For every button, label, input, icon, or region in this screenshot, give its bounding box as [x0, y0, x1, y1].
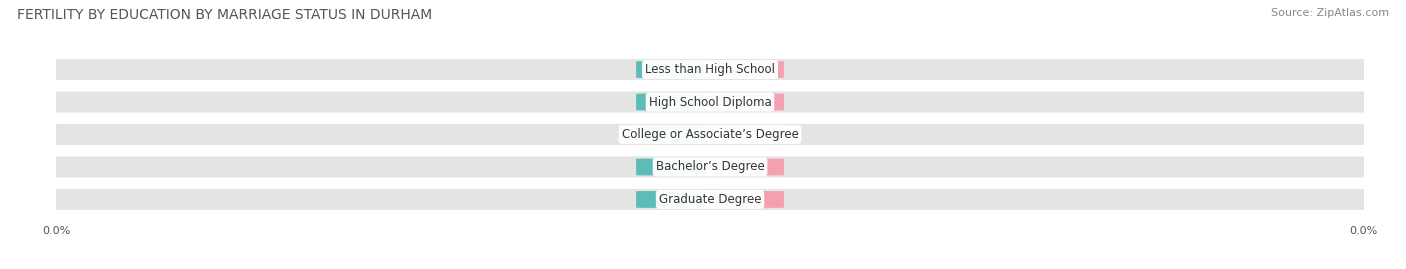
FancyBboxPatch shape: [53, 157, 1367, 178]
Text: Bachelor’s Degree: Bachelor’s Degree: [655, 161, 765, 174]
FancyBboxPatch shape: [714, 126, 785, 143]
FancyBboxPatch shape: [636, 191, 706, 208]
FancyBboxPatch shape: [714, 94, 785, 110]
Text: 0.0%: 0.0%: [735, 162, 763, 172]
Text: College or Associate’s Degree: College or Associate’s Degree: [621, 128, 799, 141]
FancyBboxPatch shape: [714, 191, 785, 208]
Text: Less than High School: Less than High School: [645, 63, 775, 76]
FancyBboxPatch shape: [636, 159, 706, 175]
Text: FERTILITY BY EDUCATION BY MARRIAGE STATUS IN DURHAM: FERTILITY BY EDUCATION BY MARRIAGE STATU…: [17, 8, 432, 22]
FancyBboxPatch shape: [53, 124, 1367, 145]
Text: 0.0%: 0.0%: [735, 97, 763, 107]
Text: 0.0%: 0.0%: [657, 65, 685, 75]
FancyBboxPatch shape: [714, 159, 785, 175]
Text: 0.0%: 0.0%: [657, 194, 685, 204]
FancyBboxPatch shape: [53, 59, 1367, 80]
FancyBboxPatch shape: [53, 91, 1367, 112]
FancyBboxPatch shape: [636, 94, 706, 110]
FancyBboxPatch shape: [636, 126, 706, 143]
Text: Source: ZipAtlas.com: Source: ZipAtlas.com: [1271, 8, 1389, 18]
Text: High School Diploma: High School Diploma: [648, 95, 772, 108]
Text: Graduate Degree: Graduate Degree: [659, 193, 761, 206]
FancyBboxPatch shape: [636, 61, 706, 78]
Text: 0.0%: 0.0%: [657, 129, 685, 140]
Text: 0.0%: 0.0%: [657, 162, 685, 172]
FancyBboxPatch shape: [714, 61, 785, 78]
Text: 0.0%: 0.0%: [735, 129, 763, 140]
Text: 0.0%: 0.0%: [657, 97, 685, 107]
FancyBboxPatch shape: [53, 189, 1367, 210]
Text: 0.0%: 0.0%: [735, 65, 763, 75]
Text: 0.0%: 0.0%: [735, 194, 763, 204]
